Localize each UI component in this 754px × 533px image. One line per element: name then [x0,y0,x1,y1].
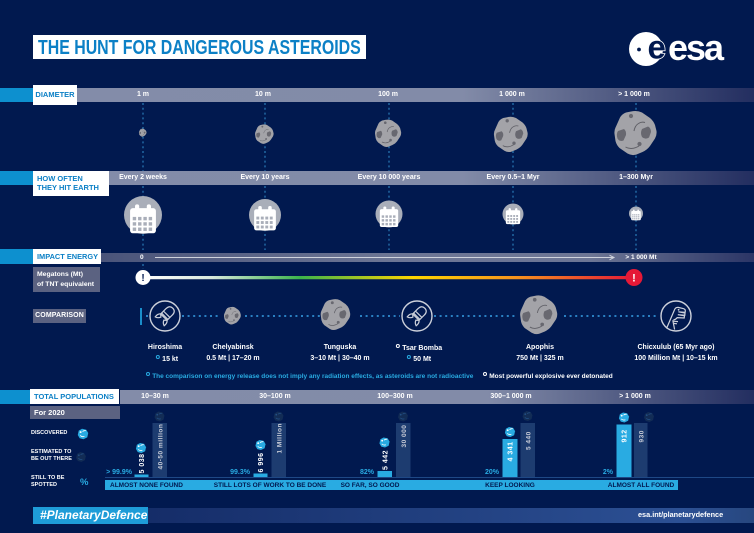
svg-text:5 442: 5 442 [382,450,389,470]
svg-text:6 996: 6 996 [258,452,265,472]
svg-text:!: ! [632,273,636,285]
svg-text:1 Million: 1 Million [276,423,283,454]
svg-text:e: e [648,29,666,66]
svg-text:5 440: 5 440 [525,431,532,450]
svg-text:30 000: 30 000 [401,425,408,448]
svg-text:912: 912 [622,429,629,442]
svg-text:930: 930 [638,430,645,442]
svg-text:esa: esa [668,28,725,68]
svg-text:5 038: 5 038 [139,453,146,473]
svg-text:!: ! [141,273,144,284]
svg-text:40-50 million: 40-50 million [157,424,164,470]
svg-text:4 341: 4 341 [508,441,515,461]
